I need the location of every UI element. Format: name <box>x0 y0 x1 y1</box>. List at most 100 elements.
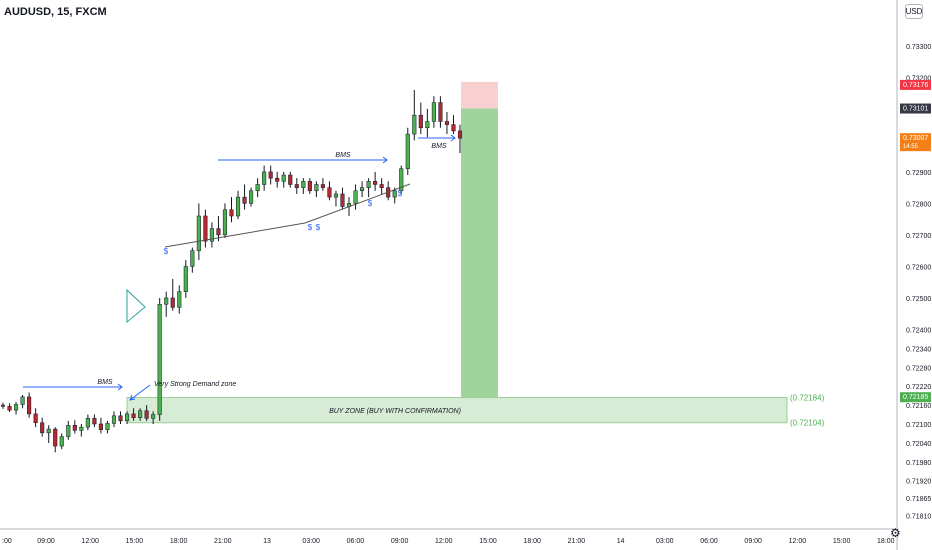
candle-body <box>281 174 286 182</box>
time-tick: 06:00 <box>700 538 718 545</box>
symbol-title[interactable]: AUDUSD, 15, FXCM <box>4 6 107 18</box>
candle-body <box>118 415 123 422</box>
candle-body <box>360 187 365 192</box>
price-label: 0.73176 <box>903 82 928 89</box>
candle-body <box>196 215 201 251</box>
time-tick: 15:00 <box>126 538 144 545</box>
candle-body <box>294 184 299 188</box>
time-tick: 09:00 <box>391 538 409 545</box>
bms-2[interactable]: BMS <box>218 152 388 164</box>
buy-zone-rect[interactable] <box>126 397 788 424</box>
candle-body <box>438 102 443 122</box>
candle-body <box>216 228 221 236</box>
candle-body <box>177 291 182 308</box>
candle-body <box>203 215 208 242</box>
time-tick: 18:00 <box>877 538 895 545</box>
candle-body <box>157 303 162 415</box>
candle-body <box>353 190 358 204</box>
candle-body <box>229 209 234 217</box>
trendline-segment-1[interactable] <box>164 222 306 248</box>
candle-body <box>190 250 195 267</box>
candle-body <box>98 423 103 430</box>
candle-body <box>53 428 58 447</box>
price-tick: 0.72400 <box>906 327 931 334</box>
candle-body <box>79 426 84 431</box>
candle-body <box>222 209 228 236</box>
candle-body <box>399 168 404 192</box>
candle-body <box>235 196 241 217</box>
liquidity-mark-4: $ <box>368 199 373 208</box>
bms-label-1: BMS <box>97 379 113 386</box>
time-tick: 12:00 <box>789 538 807 545</box>
price-label-bg <box>900 79 931 90</box>
candle-body <box>46 428 51 434</box>
time-axis[interactable]: :00 09:00 12:00 15:00 18:00 21:00 13 03:00 06:00… <box>2 538 895 545</box>
price-label-bg <box>900 103 931 114</box>
price-label: 0.72185 <box>903 394 928 401</box>
time-tick: 09:00 <box>744 538 762 545</box>
price-label-countdown: 14:55 <box>903 144 919 150</box>
candle-body <box>0 404 6 407</box>
bms-label-3: BMS <box>431 143 447 150</box>
price-tick: 0.73200 <box>906 75 931 82</box>
time-tick: 03:00 <box>302 538 320 545</box>
candles-group <box>0 89 463 453</box>
time-tick: 21:00 <box>568 538 586 545</box>
candle-body <box>451 124 456 132</box>
candle-body <box>379 184 384 188</box>
candle-body <box>262 171 267 185</box>
candle-body <box>33 413 38 423</box>
trendline-segment-2[interactable] <box>304 183 411 224</box>
candle-body <box>20 396 25 405</box>
candle-body <box>275 177 280 182</box>
price-tick: 0.72100 <box>906 422 931 429</box>
bms-1[interactable]: BMS <box>23 379 123 391</box>
candle-body <box>412 114 417 135</box>
bms-3[interactable]: BMS <box>418 134 456 150</box>
time-tick: 12:00 <box>435 538 453 545</box>
price-tick: 0.72800 <box>906 201 931 208</box>
stop-loss-area[interactable] <box>461 81 498 109</box>
price-label: 0.73101 <box>903 106 928 113</box>
price-tick: 0.72280 <box>906 365 931 372</box>
price-axis[interactable]: 0.733000.732000.731000.729000.728000.727… <box>906 44 931 521</box>
demand-zone-annotation[interactable]: Very Strong Demand zone <box>129 381 236 401</box>
candle-body <box>314 184 319 192</box>
candle-body <box>66 425 71 437</box>
take-profit-area[interactable] <box>461 108 498 398</box>
candle-body <box>85 418 90 428</box>
triangle-pattern[interactable] <box>126 288 146 324</box>
candle-body <box>151 414 156 419</box>
price-tick: 0.71865 <box>906 496 931 503</box>
time-tick: 14 <box>617 538 625 545</box>
time-tick: :00 <box>2 538 12 545</box>
candle-body <box>431 102 436 122</box>
time-tick: 21:00 <box>214 538 232 545</box>
time-tick: 06:00 <box>347 538 365 545</box>
candle-body <box>164 297 169 305</box>
candle-body <box>111 415 117 424</box>
liquidity-mark-1: $ <box>164 247 169 256</box>
candle-body <box>138 410 143 418</box>
candle-body <box>373 181 378 185</box>
time-tick: 09:00 <box>37 538 55 545</box>
settings-gear-icon[interactable]: ⚙ <box>890 526 901 540</box>
bms-label-2: BMS <box>335 152 351 159</box>
candle-body <box>327 187 332 198</box>
candle-body <box>392 190 397 198</box>
candle-body <box>333 193 339 198</box>
buy-zone-label: BUY ZONE (BUY WITH CONFIRMATION) <box>329 408 461 415</box>
candle-body <box>242 196 247 204</box>
price-label-bg <box>900 392 931 403</box>
price-tick: 0.72900 <box>906 170 931 177</box>
price-tick: 0.71980 <box>906 460 931 467</box>
candle-body <box>27 396 32 415</box>
candle-body <box>209 228 214 242</box>
candle-body <box>40 422 45 434</box>
candle-body <box>170 297 175 308</box>
currency-button[interactable]: USD <box>905 4 923 19</box>
liquidity-mark-2: $ <box>308 223 313 232</box>
candle-body <box>405 133 410 169</box>
price-tick: 0.72340 <box>906 346 931 353</box>
